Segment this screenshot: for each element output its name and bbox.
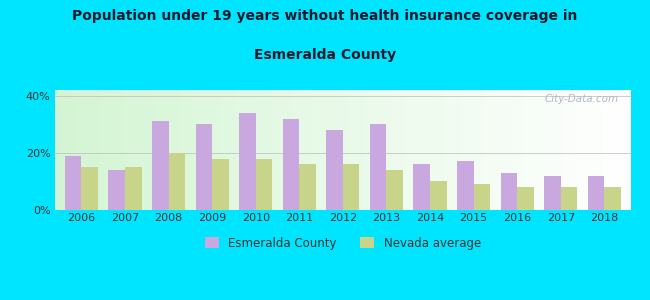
- Bar: [299, 164, 316, 210]
- Bar: [457, 161, 474, 210]
- Bar: [474, 184, 490, 210]
- Bar: [152, 122, 168, 210]
- Bar: [430, 182, 447, 210]
- Bar: [544, 176, 561, 210]
- Bar: [283, 118, 299, 210]
- Bar: [387, 170, 403, 210]
- Bar: [500, 173, 517, 210]
- Bar: [588, 176, 604, 210]
- Bar: [604, 187, 621, 210]
- Bar: [343, 164, 359, 210]
- Bar: [370, 124, 387, 210]
- Bar: [109, 170, 125, 210]
- Text: Population under 19 years without health insurance coverage in: Population under 19 years without health…: [72, 9, 578, 23]
- Bar: [81, 167, 98, 210]
- Bar: [561, 187, 577, 210]
- Bar: [255, 159, 272, 210]
- Bar: [168, 153, 185, 210]
- Bar: [196, 124, 212, 210]
- Bar: [239, 113, 255, 210]
- Bar: [326, 130, 343, 210]
- Text: City-Data.com: City-Data.com: [545, 94, 619, 103]
- Text: Esmeralda County: Esmeralda County: [254, 48, 396, 62]
- Bar: [65, 156, 81, 210]
- Bar: [125, 167, 142, 210]
- Bar: [413, 164, 430, 210]
- Legend: Esmeralda County, Nevada average: Esmeralda County, Nevada average: [200, 232, 486, 254]
- Bar: [212, 159, 229, 210]
- Bar: [517, 187, 534, 210]
